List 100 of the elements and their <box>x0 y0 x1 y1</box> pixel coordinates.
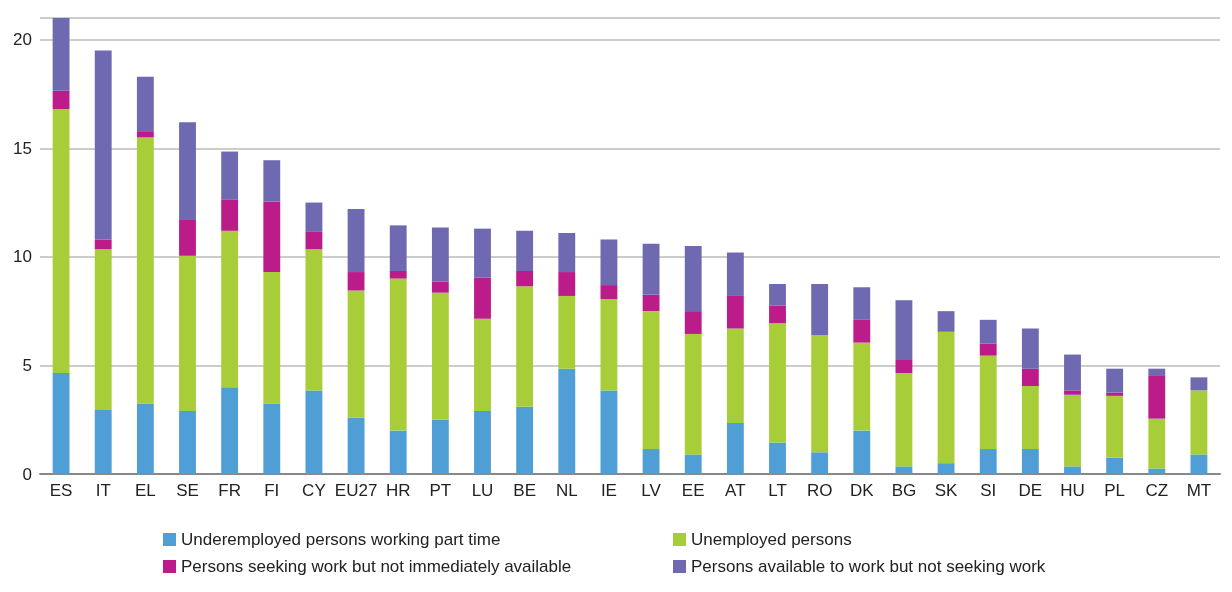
bar <box>979 449 997 474</box>
bar <box>347 290 365 418</box>
bar <box>642 294 660 312</box>
bar <box>853 430 871 474</box>
bar <box>1021 328 1039 369</box>
bar <box>853 342 871 431</box>
bar <box>853 319 871 343</box>
bar <box>684 311 702 334</box>
bar <box>1190 390 1208 455</box>
bar <box>600 239 618 286</box>
x-tick-label: FR <box>218 481 241 500</box>
x-tick-label: FI <box>264 481 280 500</box>
bar <box>431 227 449 282</box>
x-tick-label: HR <box>385 481 411 500</box>
bar <box>684 454 702 474</box>
bar <box>474 411 491 474</box>
bar <box>136 76 154 132</box>
bar <box>305 231 323 250</box>
bar <box>1021 386 1039 450</box>
bar <box>1106 392 1124 396</box>
x-tick-label: RO <box>806 481 833 500</box>
legend-label: Underemployed persons working part time <box>181 530 501 549</box>
bar <box>811 452 829 474</box>
bar <box>895 360 913 374</box>
x-tick-label: CZ <box>1145 481 1169 500</box>
bar <box>389 225 407 271</box>
bar <box>1064 466 1081 474</box>
bar <box>263 160 281 202</box>
bar <box>1106 395 1124 458</box>
bar <box>347 272 365 291</box>
x-tick-label: IE <box>600 481 617 500</box>
bar <box>52 90 70 110</box>
bar <box>52 109 70 374</box>
bar <box>474 277 491 319</box>
bar <box>136 403 154 474</box>
y-tick-label: 10 <box>13 247 32 267</box>
x-tick-label: SI <box>980 481 997 500</box>
bar <box>895 373 913 467</box>
x-tick-label: SE <box>176 481 199 500</box>
bar <box>726 422 744 474</box>
bar <box>684 246 702 312</box>
bar <box>221 151 239 200</box>
x-tick-label: PL <box>1104 481 1126 500</box>
x-tick-label: LV <box>641 481 662 500</box>
bar <box>516 406 534 474</box>
x-tick-label: PT <box>429 481 452 500</box>
bar <box>769 284 786 306</box>
x-tick-label: EE <box>681 481 705 500</box>
x-tick-label: BG <box>891 481 917 500</box>
x-tick-label: ES <box>49 481 73 500</box>
bar <box>389 278 407 431</box>
bar <box>516 270 534 287</box>
bar <box>1190 454 1208 474</box>
bar <box>853 287 871 320</box>
bar <box>600 390 618 474</box>
bar <box>979 355 997 450</box>
bar <box>600 299 618 391</box>
bar <box>305 249 323 391</box>
bar <box>263 272 281 404</box>
bar <box>94 249 112 410</box>
x-tick-label: CY <box>302 481 326 500</box>
x-tick-label: EU27 <box>334 481 378 500</box>
x-tick-label: NL <box>555 481 578 500</box>
bar <box>94 239 112 250</box>
bar <box>726 328 744 423</box>
x-tick-label: DE <box>1018 481 1043 500</box>
bar <box>642 311 660 450</box>
bar <box>1106 368 1124 393</box>
bar <box>389 270 407 279</box>
bar <box>769 323 786 443</box>
y-tick-label: 5 <box>22 355 32 375</box>
bar <box>1148 468 1166 474</box>
bar <box>94 409 112 474</box>
bar <box>179 219 196 256</box>
y-tick-label: 20 <box>13 30 32 50</box>
x-tick-label: LU <box>471 481 494 500</box>
bar <box>305 202 323 232</box>
bar <box>1190 377 1208 391</box>
bar <box>726 295 744 329</box>
bar <box>1148 418 1166 469</box>
bar <box>1021 449 1039 474</box>
bar <box>1148 368 1166 376</box>
bar <box>52 18 70 91</box>
bar <box>811 335 829 453</box>
bar <box>1148 375 1166 419</box>
x-tick-label: SK <box>934 481 959 500</box>
bar <box>1064 390 1081 395</box>
x-tick-label: IT <box>95 481 111 500</box>
bar <box>179 255 196 412</box>
bar <box>389 430 407 474</box>
bar <box>642 243 660 295</box>
bar <box>769 442 786 474</box>
legend-label: Unemployed persons <box>691 530 852 549</box>
x-tick-label: MT <box>1186 481 1212 500</box>
bar <box>221 230 239 388</box>
bar <box>221 199 239 231</box>
bar <box>895 466 913 474</box>
bar <box>895 300 913 360</box>
bar <box>726 252 744 296</box>
bar <box>263 403 281 474</box>
